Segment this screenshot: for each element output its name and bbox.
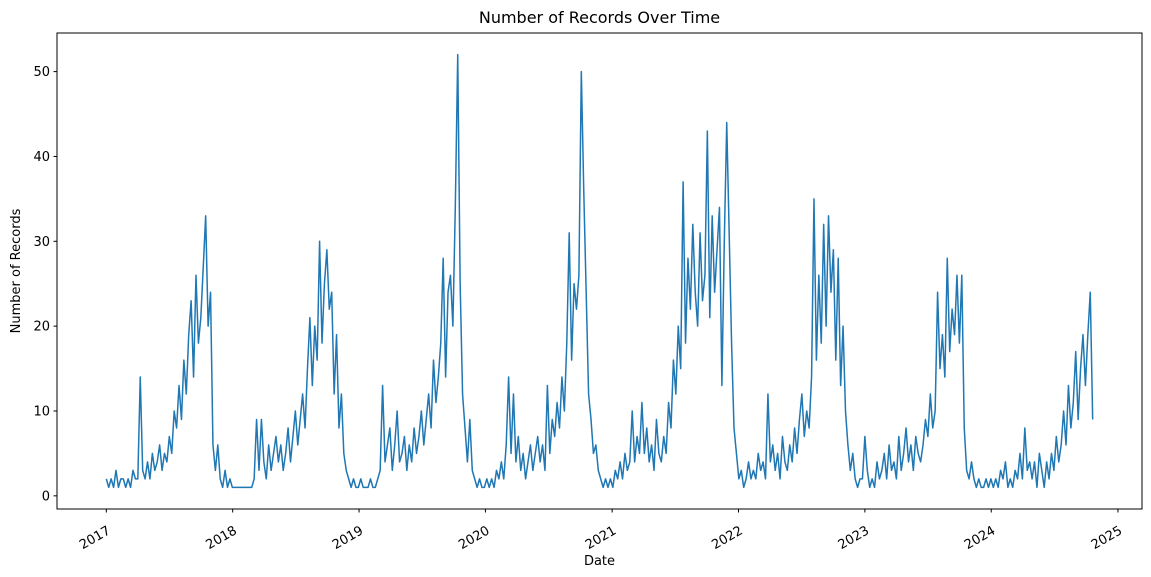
y-tick-label: 10 (33, 405, 50, 420)
x-axis-label: Date (584, 554, 615, 569)
y-axis-label: Number of Records (9, 208, 24, 333)
series-layer (105, 53, 1094, 489)
y-tick-label: 40 (33, 150, 50, 165)
plot-area (57, 33, 1142, 509)
data-line (105, 53, 1094, 489)
chart-title: Number of Records Over Time (479, 8, 720, 27)
plot-spines (56, 32, 1143, 510)
y-tick-label: 20 (33, 320, 50, 335)
y-tick-label: 50 (33, 65, 50, 80)
y-tick-label: 0 (42, 489, 50, 504)
y-tick-label: 30 (33, 235, 50, 250)
